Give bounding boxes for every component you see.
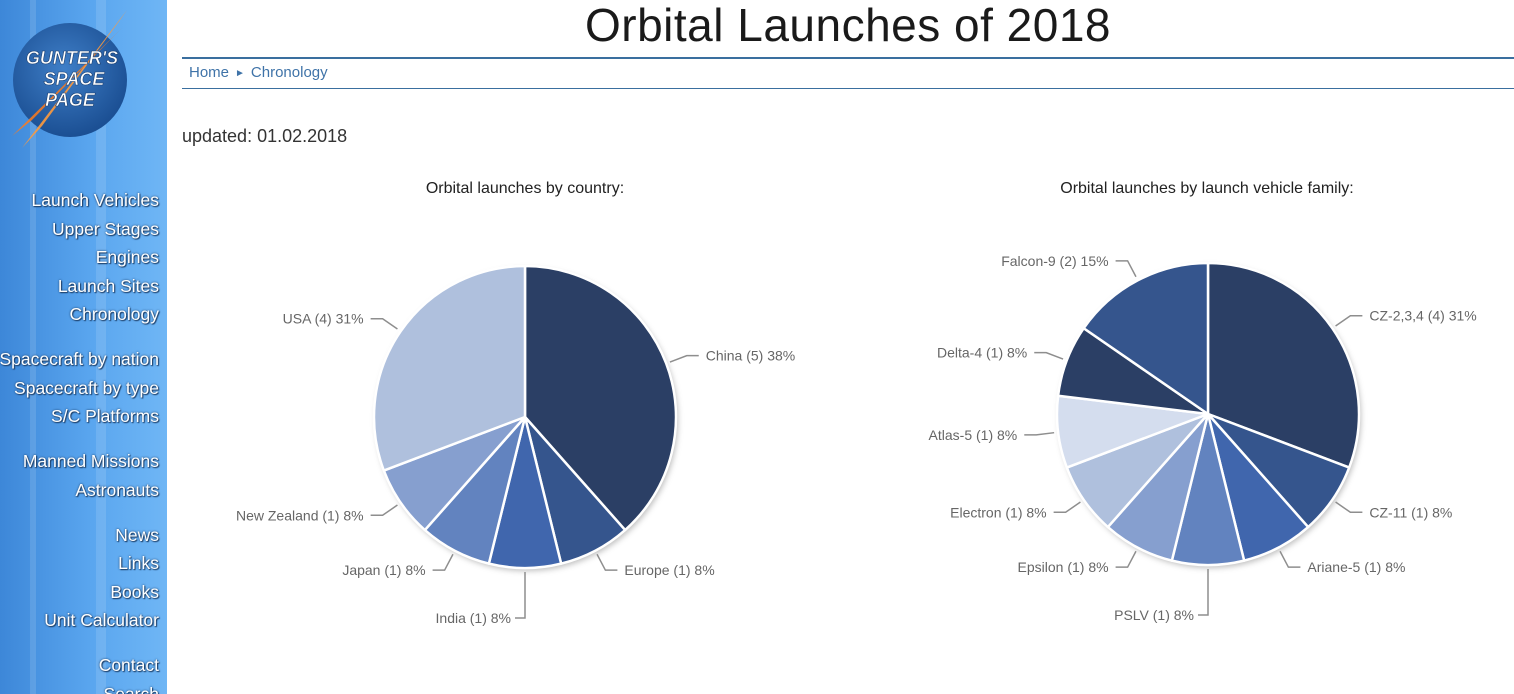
- pie-leader-line: [370, 504, 398, 517]
- pie-leader-line: [1198, 569, 1209, 616]
- pie-leader-line: [370, 317, 398, 330]
- sidebar-item-news[interactable]: News: [115, 524, 159, 545]
- pie-label: India (1) 8%: [436, 610, 511, 626]
- sidebar-item-spacecraft-by-type[interactable]: Spacecraft by type: [14, 377, 159, 398]
- sidebar-item-chronology[interactable]: Chronology: [69, 304, 160, 324]
- country-pie-chart: China (5) 38% Europe (1) 8% India (1) 8% Ja…: [236, 264, 796, 626]
- pie-label: CZ-2,3,4 (4) 31%: [1369, 308, 1476, 324]
- pie-label: Europe (1) 8%: [624, 562, 714, 578]
- logo-rocket-trail: [22, 10, 127, 148]
- breadcrumb-separator-icon: ►: [235, 68, 245, 79]
- sidebar-item-unit-calculator[interactable]: Unit Calculator: [44, 610, 159, 630]
- pie-leader-line: [1053, 501, 1081, 514]
- updated-date: updated: 01.02.2018: [182, 126, 348, 146]
- pie-leader-line: [1335, 314, 1363, 327]
- pie-leader-line: [1279, 550, 1301, 568]
- pie-label: Epsilon (1) 8%: [1018, 559, 1109, 575]
- sidebar-streak: [96, 0, 106, 694]
- sidebar-item-launch-vehicles[interactable]: Launch Vehicles: [31, 190, 159, 210]
- pie-leader-line: [596, 553, 618, 571]
- pie-slice[interactable]: [523, 264, 678, 532]
- sidebar-item-contact[interactable]: Contact: [98, 655, 159, 675]
- country-chart-title: Orbital launches by country:: [425, 180, 625, 197]
- pie-leader-line: [669, 354, 699, 363]
- pie-label: Electron (1) 8%: [950, 504, 1046, 520]
- breadcrumb-chronology-link[interactable]: Chronology: [250, 64, 328, 81]
- pie-leader-line: [515, 572, 526, 619]
- logo-text: SPACE: [44, 69, 106, 89]
- pie-leader-line: [432, 553, 454, 571]
- pie-label: USA (4) 31%: [283, 311, 364, 327]
- logo-rocket-trail: [12, 28, 122, 136]
- sidebar-item-s-c-platforms[interactable]: S/C Platforms: [51, 406, 159, 426]
- header-rule: [182, 57, 1514, 59]
- page-title: Orbital Launches of 2018: [584, 0, 1112, 51]
- sidebar: GUNTER'S SPACE PAGE Launch Vehicles Upper…: [0, 0, 167, 694]
- vehicle-chart-title: Orbital launches by launch vehicle famil…: [1060, 180, 1354, 197]
- logo-text: PAGE: [45, 90, 96, 110]
- breadcrumb-home-link[interactable]: Home: [189, 64, 230, 81]
- sidebar-item-launch-sites[interactable]: Launch Sites: [57, 275, 159, 296]
- sidebar-item-astronauts[interactable]: Astronauts: [75, 479, 159, 500]
- breadcrumb: Home ► Chronology: [189, 64, 328, 81]
- pie-label: New Zealand (1) 8%: [236, 507, 364, 523]
- logo-text: GUNTER'S: [26, 48, 118, 68]
- breadcrumb-rule: [182, 88, 1514, 89]
- pie-leader-line: [1115, 260, 1137, 278]
- pie-slice[interactable]: [1206, 261, 1361, 469]
- pie-label: Japan (1) 8%: [342, 562, 425, 578]
- pie-label: Delta-4 (1) 8%: [937, 345, 1027, 361]
- site-logo[interactable]: GUNTER'S SPACE PAGE: [2, 8, 152, 158]
- sidebar-item-upper-stages[interactable]: Upper Stages: [51, 218, 159, 239]
- vehicle-pie-chart: CZ-2,3,4 (4) 31% CZ-11 (1) 8% Ariane-5 (1)…: [929, 253, 1477, 623]
- sidebar-item-search[interactable]: Search: [103, 683, 159, 694]
- pie-leader-line: [1115, 550, 1137, 568]
- pie-slice[interactable]: [372, 264, 527, 472]
- pie-label: China (5) 38%: [706, 348, 796, 364]
- pie-label: CZ-11 (1) 8%: [1369, 504, 1452, 520]
- pie-leader-line: [1024, 431, 1055, 436]
- pie-leader-line: [1034, 351, 1064, 360]
- pie-label: Falcon-9 (2) 15%: [1001, 253, 1108, 269]
- pie-label: Atlas-5 (1) 8%: [929, 427, 1018, 443]
- sidebar-item-links[interactable]: Links: [118, 553, 159, 573]
- pie-leader-line: [1335, 501, 1363, 514]
- pie-slice[interactable]: [1082, 261, 1210, 416]
- sidebar-item-books[interactable]: Books: [110, 581, 159, 602]
- sidebar-item-engines[interactable]: Engines: [95, 247, 159, 267]
- sidebar-item-manned-missions[interactable]: Manned Missions: [22, 451, 159, 471]
- pie-label: PSLV (1) 8%: [1114, 607, 1194, 623]
- pie-label: Ariane-5 (1) 8%: [1307, 559, 1405, 575]
- sidebar-streak: [30, 0, 36, 694]
- sidebar-item-spacecraft-by-nation[interactable]: Spacecraft by nation: [0, 349, 159, 369]
